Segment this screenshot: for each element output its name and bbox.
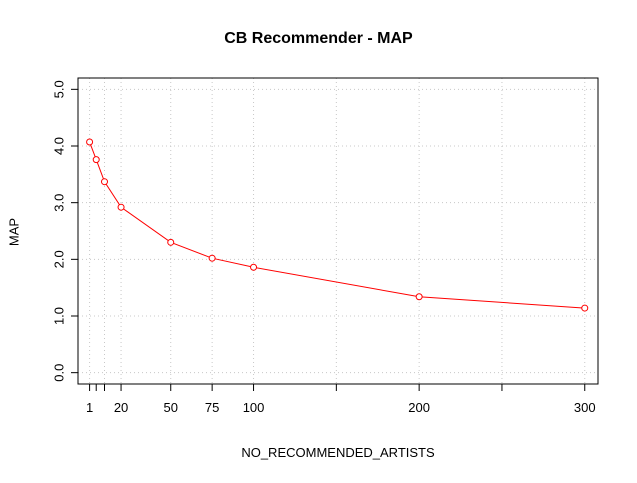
x-tick-label: 20 [114,400,128,415]
data-point [415,293,423,301]
plot-frame [77,77,599,385]
x-tick-label: 1 [86,400,93,415]
data-point [250,263,258,271]
y-tick-label: 3.0 [51,194,66,212]
series [86,138,589,312]
y-tick-label: 4.0 [51,137,66,155]
data-point [117,203,125,211]
y-tick-label: 1.0 [51,307,66,325]
y-tick-label: 5.0 [51,80,66,98]
y-axis: 0.0 1.0 2.0 3.0 4.0 5.0 [51,80,78,382]
y-tick-label: 2.0 [51,250,66,268]
series-line [89,141,585,309]
x-tick-label: 100 [243,400,265,415]
data-point [167,238,175,246]
data-point [581,304,589,312]
x-tick-label: 200 [408,400,430,415]
y-tick-label: 0.0 [51,364,66,382]
data-point [100,178,108,186]
chart-title: CB Recommender - MAP [224,30,413,47]
data-point [92,156,100,164]
x-axis: 1 20 50 75 100 200 300 [86,384,596,415]
x-tick-label: 300 [574,400,596,415]
x-axis-label: NO_RECOMMENDED_ARTISTS [241,445,435,460]
data-point [86,138,94,146]
data-point [208,254,216,262]
x-tick-label: 50 [164,400,178,415]
x-tick-label: 75 [205,400,219,415]
grid [78,78,598,384]
